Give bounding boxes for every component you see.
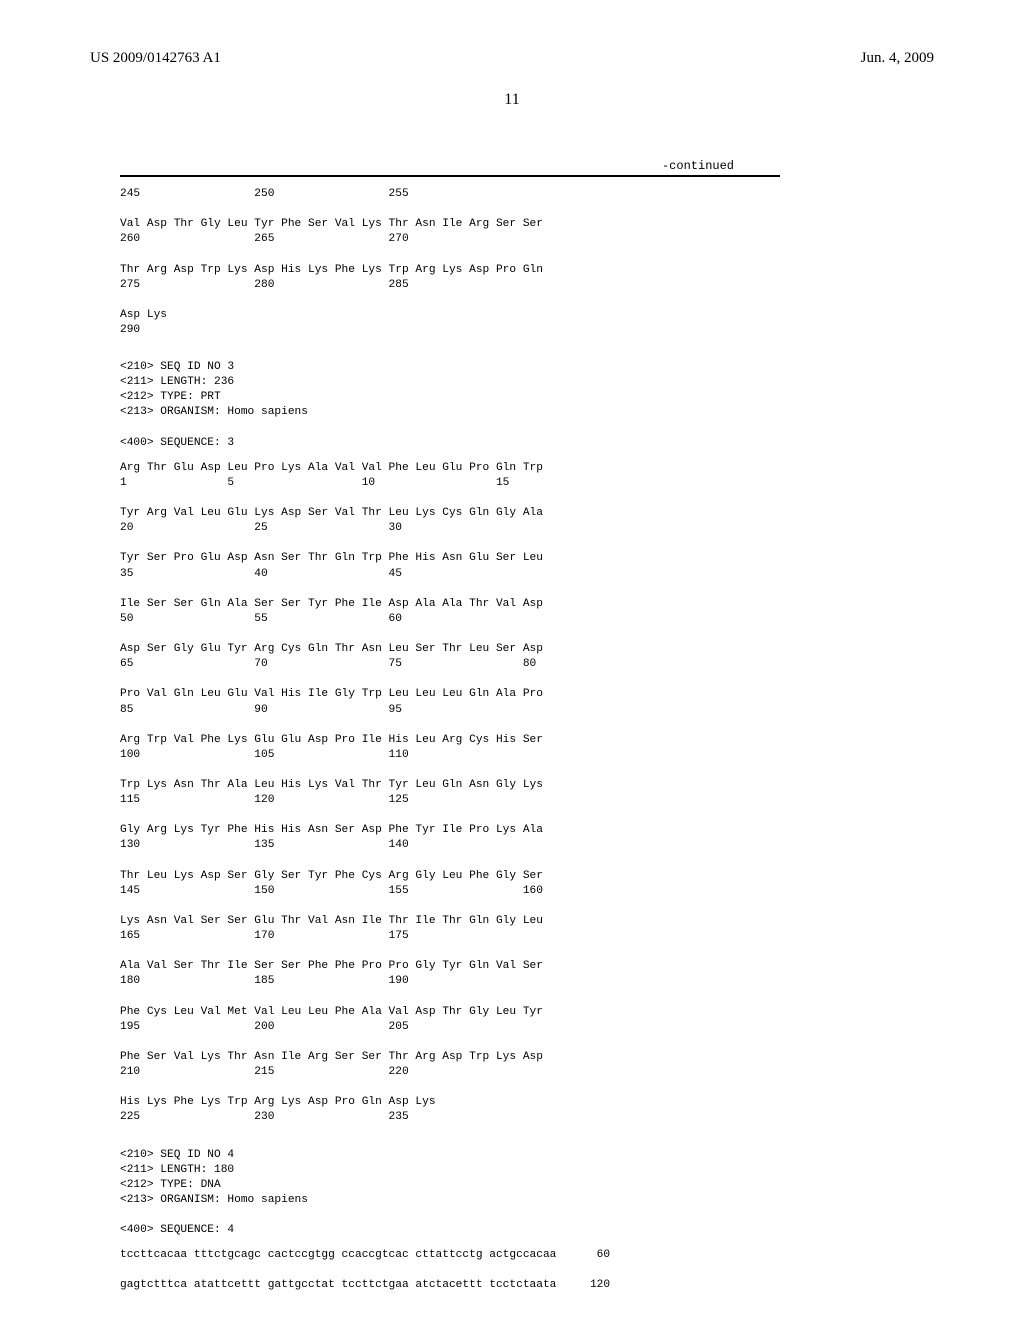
- patent-page: US 2009/0142763 A1 Jun. 4, 2009 11 -cont…: [0, 0, 1024, 1320]
- sequence-3-meta: <210> SEQ ID NO 3 <211> LENGTH: 236 <212…: [120, 360, 934, 451]
- continued-label: -continued: [90, 159, 934, 173]
- publication-number: US 2009/0142763 A1: [90, 50, 221, 67]
- sequence-4-meta: <210> SEQ ID NO 4 <211> LENGTH: 180 <212…: [120, 1148, 934, 1239]
- sequence-3-body: Arg Thr Glu Asp Leu Pro Lys Ala Val Val …: [120, 461, 934, 1126]
- page-header: US 2009/0142763 A1 Jun. 4, 2009: [90, 50, 934, 67]
- page-number: 11: [90, 91, 934, 109]
- sequence-2-tail: 245 250 255 Val Asp Thr Gly Leu Tyr Phe …: [120, 187, 934, 338]
- sequence-4-body: tccttcacaa tttctgcagc cactccgtgg ccaccgt…: [120, 1248, 934, 1293]
- rule-divider: [120, 175, 780, 177]
- publication-date: Jun. 4, 2009: [861, 50, 934, 67]
